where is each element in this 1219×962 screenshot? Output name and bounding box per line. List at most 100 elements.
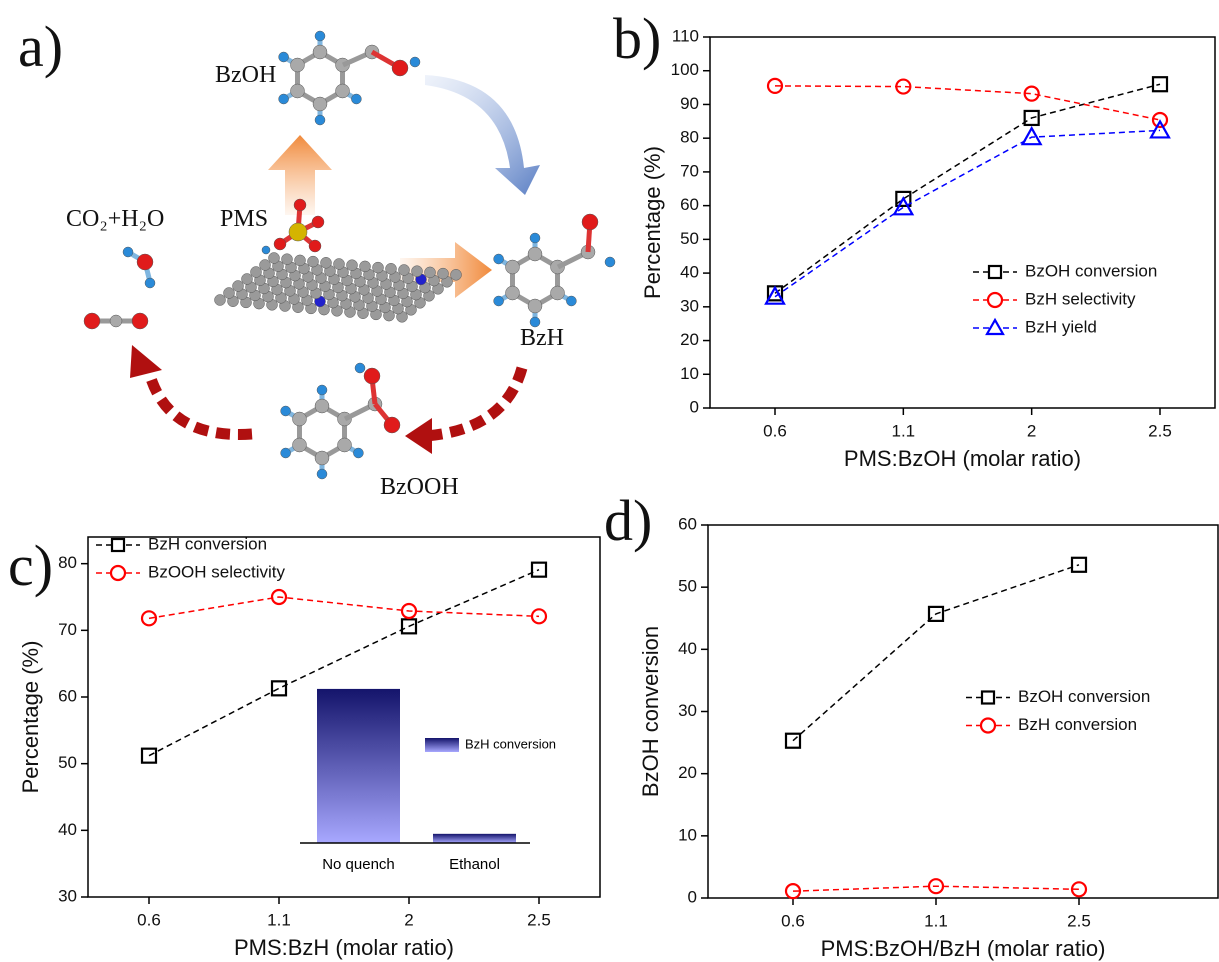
x-tick-label: 2.5 <box>1067 911 1091 930</box>
atom <box>295 255 306 266</box>
atom <box>386 263 397 274</box>
atom <box>313 97 327 111</box>
x-tick-label: 1.1 <box>892 421 916 440</box>
atom <box>566 296 576 306</box>
y-tick-label: 40 <box>680 263 699 282</box>
legend-marker <box>988 293 1002 307</box>
atom <box>279 52 289 62</box>
atom <box>224 288 235 299</box>
y-tick-label: 60 <box>58 686 77 705</box>
atom <box>355 363 365 373</box>
atom <box>312 216 324 228</box>
atom <box>410 57 420 67</box>
y-tick-label: 30 <box>58 886 77 905</box>
panel-label: b) <box>613 6 661 71</box>
inset-bar <box>433 834 516 843</box>
atom <box>412 266 423 277</box>
y-tick-label: 20 <box>680 330 699 349</box>
y-tick-label: 40 <box>58 820 77 839</box>
atom <box>290 84 304 98</box>
atom <box>364 368 380 384</box>
y-axis-title: Percentage (%) <box>640 146 665 299</box>
atom <box>279 94 289 104</box>
label: CO₂+H₂O <box>66 206 164 232</box>
x-tick-label: 0.6 <box>763 421 787 440</box>
x-tick-label: 0.6 <box>137 910 161 929</box>
x-tick-label: 1.1 <box>267 910 291 929</box>
figure: a) BzOH PMS CO₂+H₂O BzH BzOOH b)01020304… <box>0 0 1219 962</box>
atom <box>551 286 565 300</box>
y-tick-label: 10 <box>678 825 697 844</box>
atom <box>281 406 291 416</box>
panel-label: d) <box>604 488 652 553</box>
legend-label: BzOH conversion <box>1025 261 1157 280</box>
atom <box>334 259 345 270</box>
atom <box>351 94 361 104</box>
atom <box>260 260 271 271</box>
atom <box>290 58 304 72</box>
atom <box>451 269 462 280</box>
label: BzOH <box>215 62 276 88</box>
y-axis-title: Percentage (%) <box>18 641 43 794</box>
legend-label: BzH conversion <box>465 736 556 751</box>
atom <box>137 254 153 270</box>
y-tick-label: 0 <box>690 397 699 416</box>
inset-category: No quench <box>322 856 395 873</box>
x-axis-title: PMS:BzOH/BzH (molar ratio) <box>821 936 1106 961</box>
atom <box>360 261 371 272</box>
atom <box>84 313 100 329</box>
atom <box>505 260 519 274</box>
atom <box>309 240 321 252</box>
atom <box>425 267 436 278</box>
atom <box>605 257 615 267</box>
y-axis-title: BzOH conversion <box>638 626 663 797</box>
legend-swatch <box>425 738 459 752</box>
atom <box>399 265 410 276</box>
y-tick-label: 20 <box>678 763 697 782</box>
y-tick-label: 40 <box>678 639 697 658</box>
atom <box>347 260 358 271</box>
x-axis-title: PMS:BzOH (molar ratio) <box>844 446 1081 471</box>
y-tick-label: 30 <box>678 701 697 720</box>
atom <box>145 278 155 288</box>
legend-marker <box>111 566 125 580</box>
y-tick-label: 60 <box>680 195 699 214</box>
y-tick-label: 70 <box>680 161 699 180</box>
atom <box>317 469 327 479</box>
x-axis-title: PMS:BzH (molar ratio) <box>234 935 454 960</box>
atom <box>582 214 598 230</box>
y-tick-label: 110 <box>672 26 699 45</box>
atom <box>292 438 306 452</box>
x-tick-label: 2 <box>1027 421 1036 440</box>
atom <box>315 451 329 465</box>
atom <box>215 295 226 306</box>
atom <box>123 247 133 257</box>
x-tick-label: 2.5 <box>1148 421 1172 440</box>
y-tick-label: 60 <box>678 514 697 533</box>
atom <box>262 246 270 254</box>
label: PMS <box>220 206 268 232</box>
atom <box>308 256 319 267</box>
atom <box>315 31 325 41</box>
atom <box>528 299 542 313</box>
legend-marker <box>112 539 124 551</box>
legend-label: BzH selectivity <box>1025 289 1136 308</box>
atom <box>132 313 148 329</box>
y-tick-label: 70 <box>58 620 77 639</box>
atom <box>315 399 329 413</box>
legend-label: BzH conversion <box>1018 715 1137 734</box>
legend-label: BzH yield <box>1025 317 1097 336</box>
panel-label: c) <box>8 533 53 598</box>
label: BzOOH <box>380 474 459 500</box>
legend-marker <box>989 266 1001 278</box>
atom <box>530 233 540 243</box>
y-tick-label: 50 <box>678 577 697 596</box>
legend-label: BzOOH selectivity <box>148 562 285 581</box>
atom <box>315 115 325 125</box>
atom <box>494 296 504 306</box>
atom <box>528 247 542 261</box>
atom <box>373 262 384 273</box>
atom <box>233 281 244 292</box>
label: BzH <box>520 325 564 351</box>
x-tick-label: 0.6 <box>781 911 805 930</box>
